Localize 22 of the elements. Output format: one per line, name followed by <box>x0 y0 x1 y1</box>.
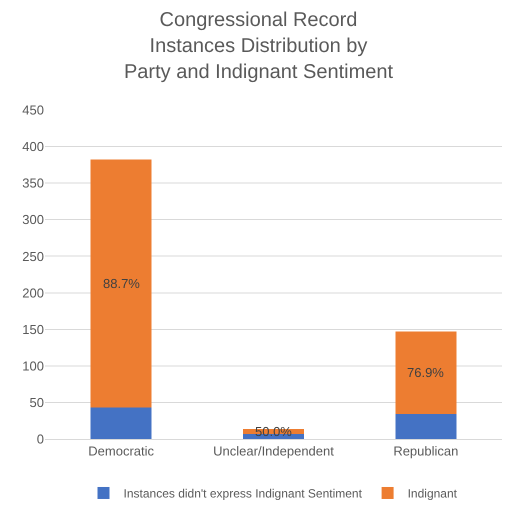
y-tick-label: 400 <box>22 139 44 154</box>
y-tick-label: 0 <box>36 432 44 447</box>
legend-label: Instances didn't express Indignant Sentiment <box>124 486 363 501</box>
y-tick-label: 300 <box>22 212 44 228</box>
bar <box>395 414 456 439</box>
chart-title: Congressional Record Instances Distribution by Party and Indignant Sentiment <box>124 8 394 83</box>
y-tick-label: 50 <box>30 394 44 410</box>
legend-label: Indignant <box>408 486 458 501</box>
y-tick-label: 100 <box>22 358 44 374</box>
x-tick-label: Republican <box>393 444 458 459</box>
y-tick-label: 200 <box>22 285 44 300</box>
annotation: 88.7% <box>103 276 140 291</box>
bar <box>395 332 456 414</box>
x-tick-label: Unclear/Independent <box>213 444 334 459</box>
y-tick-label: 150 <box>22 322 44 337</box>
y-tick-label: 450 <box>22 102 44 118</box>
bar <box>90 408 152 439</box>
y-tick-label: 350 <box>22 176 44 191</box>
bar <box>90 160 152 408</box>
y-tick-label: 250 <box>22 248 44 264</box>
x-tick-label: Democratic <box>88 444 155 459</box>
annotation: 76.9% <box>407 365 444 380</box>
